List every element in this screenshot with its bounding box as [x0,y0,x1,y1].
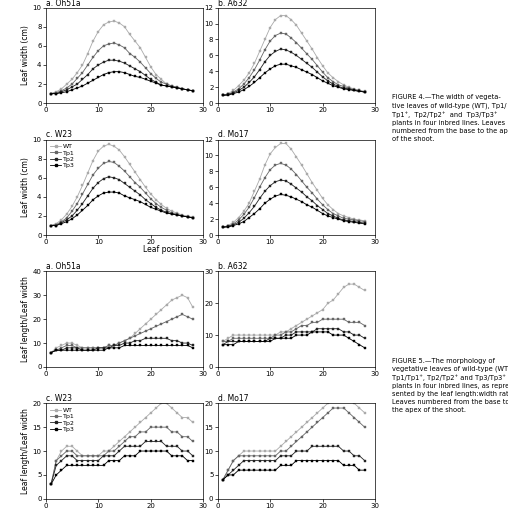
Text: b. A632: b. A632 [217,0,247,8]
Text: c. W23: c. W23 [46,394,72,403]
Text: d. Mo17: d. Mo17 [217,130,248,139]
Text: c. W23: c. W23 [46,130,72,139]
Legend: WT, Tp1, Tp2, Tp3: WT, Tp1, Tp2, Tp3 [49,143,76,169]
Y-axis label: Leaf length/Leaf width: Leaf length/Leaf width [21,276,30,362]
Legend: WT, Tp1, Tp2, Tp3: WT, Tp1, Tp2, Tp3 [49,406,76,433]
Text: FIGURE 4.—The width of vegeta-
tive leaves of wild-type (WT), Tp1/
Tp1⁺,  Tp2/Tp: FIGURE 4.—The width of vegeta- tive leav… [392,94,508,142]
Text: Leaf position: Leaf position [143,245,192,254]
Text: a. Oh51a: a. Oh51a [46,262,80,271]
Text: b. A632: b. A632 [217,262,247,271]
Text: a. Oh51a: a. Oh51a [46,0,80,8]
Text: d. Mo17: d. Mo17 [217,394,248,403]
Text: FIGURE 5.—The morphology of
vegetative leaves of wild-type (WT),
Tp1/Tp1⁺, Tp2/T: FIGURE 5.—The morphology of vegetative l… [392,358,508,413]
Y-axis label: Leaf width (cm): Leaf width (cm) [21,157,30,217]
Y-axis label: Leaf width (cm): Leaf width (cm) [21,25,30,86]
Y-axis label: Leaf length/Leaf width: Leaf length/Leaf width [21,408,30,494]
